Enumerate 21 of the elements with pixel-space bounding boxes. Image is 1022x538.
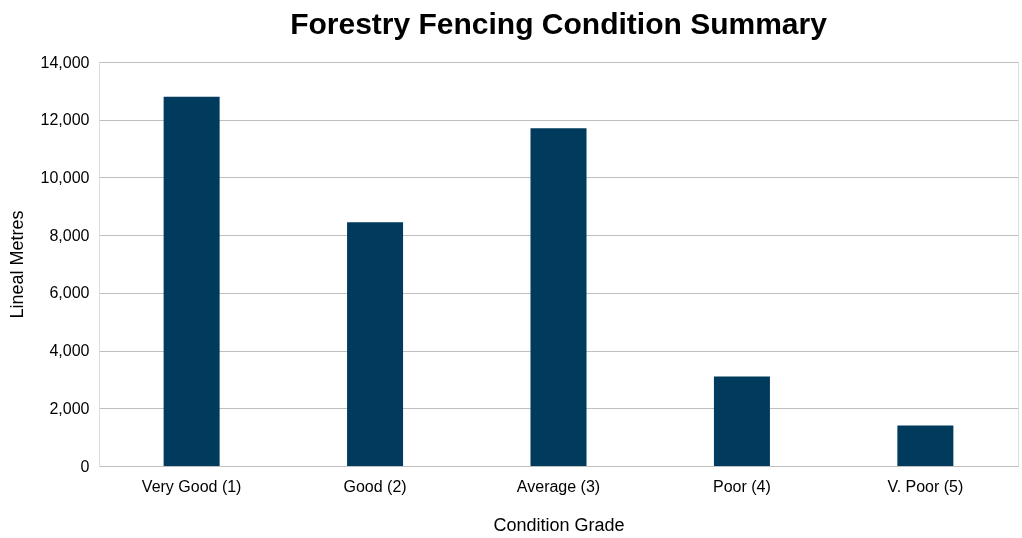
x-tick-label: Good (2) <box>343 477 407 495</box>
y-tick-label: 6,000 <box>49 284 90 302</box>
y-tick-label: 10,000 <box>40 168 90 186</box>
x-tick-label: Very Good (1) <box>141 477 242 495</box>
bar <box>897 425 954 466</box>
chart-title: Forestry Fencing Condition Summary <box>290 7 828 40</box>
y-tick-label: 4,000 <box>49 342 90 360</box>
y-tick-label: 2,000 <box>49 399 90 417</box>
y-tick-label: 0 <box>80 457 90 475</box>
y-axis-title: Lineal Metres <box>6 210 27 319</box>
bar <box>530 128 587 466</box>
y-tick-label: 14,000 <box>40 53 90 71</box>
x-axis-title: Condition Grade <box>493 514 625 535</box>
bar <box>347 222 404 466</box>
x-tick-label: V. Poor (5) <box>887 477 964 495</box>
x-tick-label: Average (3) <box>516 477 601 495</box>
y-tick-label: 8,000 <box>49 226 90 244</box>
x-tick-label: Poor (4) <box>713 477 771 495</box>
bar <box>713 376 770 466</box>
y-tick-label: 12,000 <box>40 111 90 129</box>
bar <box>163 96 220 466</box>
